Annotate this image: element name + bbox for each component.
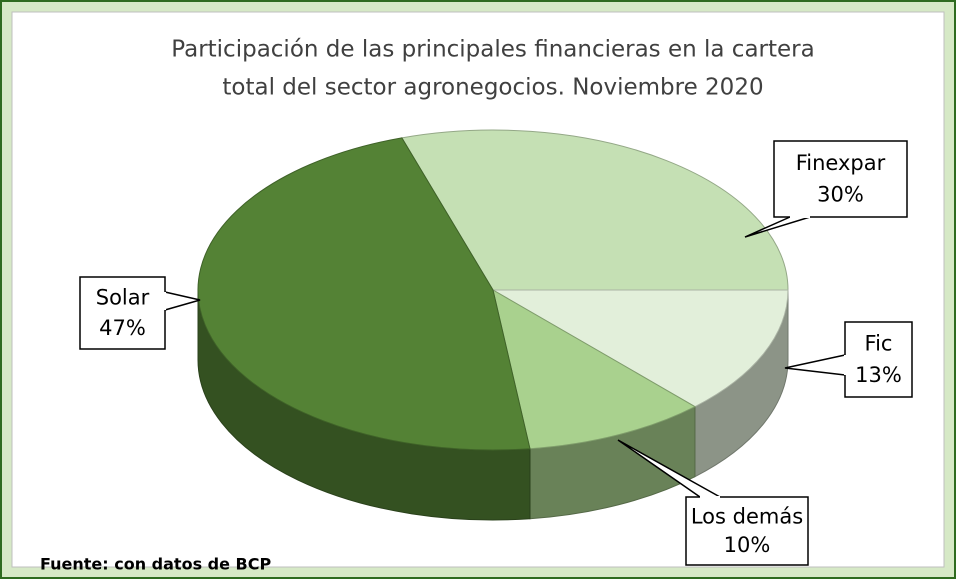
label-pointer <box>164 291 201 311</box>
data-label: Solar 47% <box>79 276 201 350</box>
label-value: 13% <box>855 363 902 387</box>
slice <box>492 288 696 450</box>
label-name: Fic <box>865 332 893 356</box>
chart-title: total del sector agronegocios. Noviembre… <box>222 75 763 101</box>
label-pointer <box>617 439 721 498</box>
label-pointer <box>784 354 846 376</box>
chart-title: Participación de las principales financi… <box>171 37 814 63</box>
label-name: Finexpar <box>796 151 886 175</box>
pie-tops <box>197 129 789 451</box>
label-value: 30% <box>817 183 864 207</box>
slice <box>491 289 789 408</box>
slice <box>401 129 789 291</box>
label-callout <box>79 276 166 350</box>
label-value: 47% <box>99 316 146 340</box>
data-label: Fic 13% <box>784 321 913 398</box>
data-label: Finexpar 30% <box>744 140 908 238</box>
label-name: Solar <box>96 286 150 310</box>
source-note: Fuente: con datos de BCP <box>40 555 271 574</box>
label-name: Los demás <box>691 504 803 528</box>
label-callout <box>773 140 908 218</box>
label-callout <box>685 496 809 566</box>
label-value: 10% <box>724 533 771 557</box>
slice <box>197 137 531 451</box>
data-label: Los demás 10% <box>617 439 809 566</box>
label-pointer <box>744 216 811 238</box>
